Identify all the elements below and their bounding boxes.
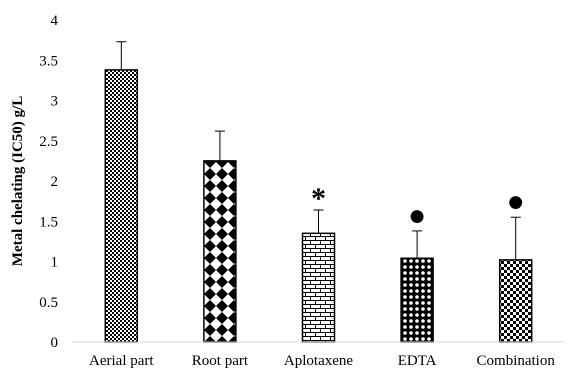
dot-marker: ● xyxy=(408,199,426,232)
bar-aerial-part xyxy=(104,69,139,343)
y-tick-label: 0 xyxy=(51,335,59,351)
y-tick-label: 1 xyxy=(51,255,59,271)
y-tick-label: 3 xyxy=(51,94,59,110)
y-tick-label: 1.5 xyxy=(39,214,58,230)
asterisk-marker: * xyxy=(311,182,326,215)
y-axis-title: Metal chelating (IC50) g/L xyxy=(10,96,26,266)
significance-markers: * ● ● xyxy=(311,182,525,232)
bar-edta xyxy=(400,257,434,343)
y-tick-label: 2.5 xyxy=(39,134,58,150)
dot-marker: ● xyxy=(507,185,525,218)
bar-aplotaxene xyxy=(301,232,336,343)
y-axis: 0 0.5 1 1.5 2 2.5 3 3.5 4 xyxy=(39,13,58,351)
x-tick-label: Combination xyxy=(477,353,556,369)
x-tick-label: Aplotaxene xyxy=(284,353,353,369)
bar-combination xyxy=(498,259,533,343)
error-bars-group xyxy=(116,41,521,260)
error-bar xyxy=(116,41,127,70)
x-axis-labels: Aerial part Root part Aplotaxene EDTA Combin… xyxy=(89,353,555,369)
error-bar xyxy=(412,230,423,259)
y-tick-label: 0.5 xyxy=(39,295,58,311)
error-bar xyxy=(510,216,521,260)
x-tick-label: Aerial part xyxy=(89,353,154,369)
y-tick-label: 3.5 xyxy=(39,53,58,69)
x-tick-label: Root part xyxy=(192,353,249,369)
y-tick-label: 4 xyxy=(51,13,59,29)
bar-root-part xyxy=(203,160,237,343)
x-tick-label: EDTA xyxy=(398,353,437,369)
error-bar xyxy=(214,130,225,161)
error-bar xyxy=(313,209,324,234)
y-tick-label: 2 xyxy=(51,174,59,190)
